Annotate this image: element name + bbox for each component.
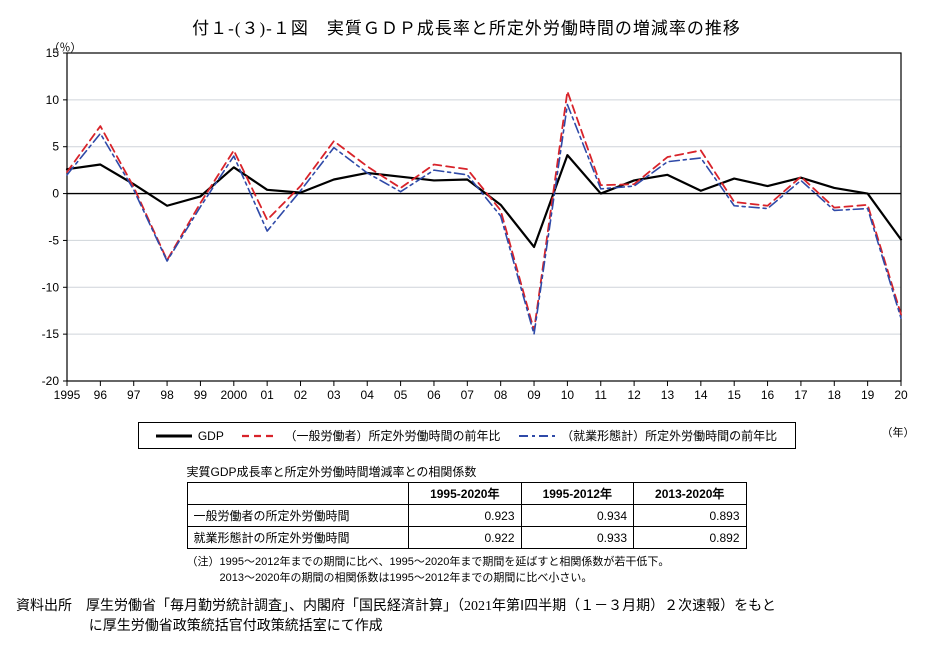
svg-text:03: 03 <box>327 388 341 402</box>
series-general <box>67 91 901 330</box>
correlation-table-title: 実質GDP成長率と所定外労働時間増減率との相関係数 <box>187 463 747 480</box>
svg-text:20: 20 <box>894 388 908 402</box>
legend-label: （就業形態計）所定外労働時間の前年比 <box>561 427 777 444</box>
note-line-2: 2013～2020年の期間の相関係数は1995～2012年までの期間に比べ小さい… <box>187 569 747 585</box>
svg-text:10: 10 <box>560 388 574 402</box>
svg-text:16: 16 <box>760 388 774 402</box>
svg-text:05: 05 <box>393 388 407 402</box>
table-cell: 一般労働者の所定外労働時間 <box>187 505 409 527</box>
legend-swatch <box>519 430 555 442</box>
correlation-table: 1995-2020年1995-2012年2013-2020年一般労働者の所定外労… <box>187 482 747 549</box>
svg-text:-10: -10 <box>41 280 59 294</box>
svg-text:10: 10 <box>45 93 59 107</box>
svg-text:08: 08 <box>494 388 508 402</box>
table-cell: 0.934 <box>521 505 633 527</box>
note-line-1: （注）1995～2012年までの期間に比べ、1995～2020年まで期間を延ばす… <box>187 553 747 569</box>
svg-text:-15: -15 <box>41 327 59 341</box>
legend-label: GDP <box>198 429 224 443</box>
table-cell: 0.923 <box>409 505 521 527</box>
svg-text:5: 5 <box>52 140 59 154</box>
svg-text:04: 04 <box>360 388 374 402</box>
x-unit-label: （年） <box>882 424 915 440</box>
source-line-2: に厚生労働省政策統括官付政策統括室にて作成 <box>16 615 917 635</box>
svg-text:0: 0 <box>52 187 59 201</box>
svg-text:06: 06 <box>427 388 441 402</box>
svg-text:18: 18 <box>827 388 841 402</box>
svg-text:14: 14 <box>694 388 708 402</box>
svg-text:11: 11 <box>594 388 607 402</box>
y-unit-label: （％） <box>49 39 82 55</box>
svg-text:02: 02 <box>293 388 307 402</box>
svg-text:01: 01 <box>260 388 274 402</box>
legend-swatch <box>242 430 278 442</box>
table-row: 就業形態計の所定外労働時間0.9220.9330.892 <box>187 527 746 549</box>
source-label: 資料出所 <box>16 599 72 614</box>
svg-text:09: 09 <box>527 388 541 402</box>
svg-text:99: 99 <box>193 388 207 402</box>
legend-item: （一般労働者）所定外労働時間の前年比 <box>242 427 500 444</box>
svg-text:96: 96 <box>93 388 107 402</box>
series-all <box>67 105 901 335</box>
svg-text:15: 15 <box>727 388 741 402</box>
table-cell: 0.922 <box>409 527 521 549</box>
table-header: 1995-2020年 <box>409 483 521 505</box>
source-citation: 資料出所 厚生労働省「毎月勤労統計調査」、内閣府「国民経済計算」（2021年第Ⅰ… <box>16 595 917 635</box>
legend-swatch <box>156 430 192 442</box>
svg-text:17: 17 <box>794 388 808 402</box>
svg-text:97: 97 <box>127 388 141 402</box>
table-notes: （注）1995～2012年までの期間に比べ、1995～2020年まで期間を延ばす… <box>187 553 747 585</box>
chart-legend: GDP （一般労働者）所定外労働時間の前年比 （就業形態計）所定外労働時間の前年比 <box>138 422 796 449</box>
chart-title: 付１-(３)-１図 実質ＧＤＰ成長率と所定外労働時間の増減率の推移 <box>10 14 923 39</box>
table-header <box>187 483 409 505</box>
line-chart-svg: -20-15-10-505101519959697989920000102030… <box>17 41 917 411</box>
table-header: 2013-2020年 <box>634 483 747 505</box>
table-cell: 就業形態計の所定外労働時間 <box>187 527 409 549</box>
svg-text:12: 12 <box>627 388 641 402</box>
table-cell: 0.892 <box>634 527 747 549</box>
table-cell: 0.893 <box>634 505 747 527</box>
svg-text:07: 07 <box>460 388 474 402</box>
svg-text:2000: 2000 <box>220 388 247 402</box>
legend-item: （就業形態計）所定外労働時間の前年比 <box>519 427 777 444</box>
chart-area: （％） -20-15-10-50510151995969798992000010… <box>17 41 917 416</box>
svg-text:98: 98 <box>160 388 174 402</box>
table-row: 一般労働者の所定外労働時間0.9230.9340.893 <box>187 505 746 527</box>
svg-text:19: 19 <box>860 388 874 402</box>
svg-text:1995: 1995 <box>53 388 80 402</box>
svg-text:13: 13 <box>660 388 674 402</box>
legend-label: （一般労働者）所定外労働時間の前年比 <box>284 427 500 444</box>
legend-item: GDP <box>156 429 224 443</box>
table-header: 1995-2012年 <box>521 483 633 505</box>
source-line-1: 厚生労働省「毎月勤労統計調査」、内閣府「国民経済計算」（2021年第Ⅰ四半期（１… <box>86 599 776 614</box>
svg-text:-20: -20 <box>41 374 59 388</box>
svg-text:-5: -5 <box>48 233 59 247</box>
table-cell: 0.933 <box>521 527 633 549</box>
